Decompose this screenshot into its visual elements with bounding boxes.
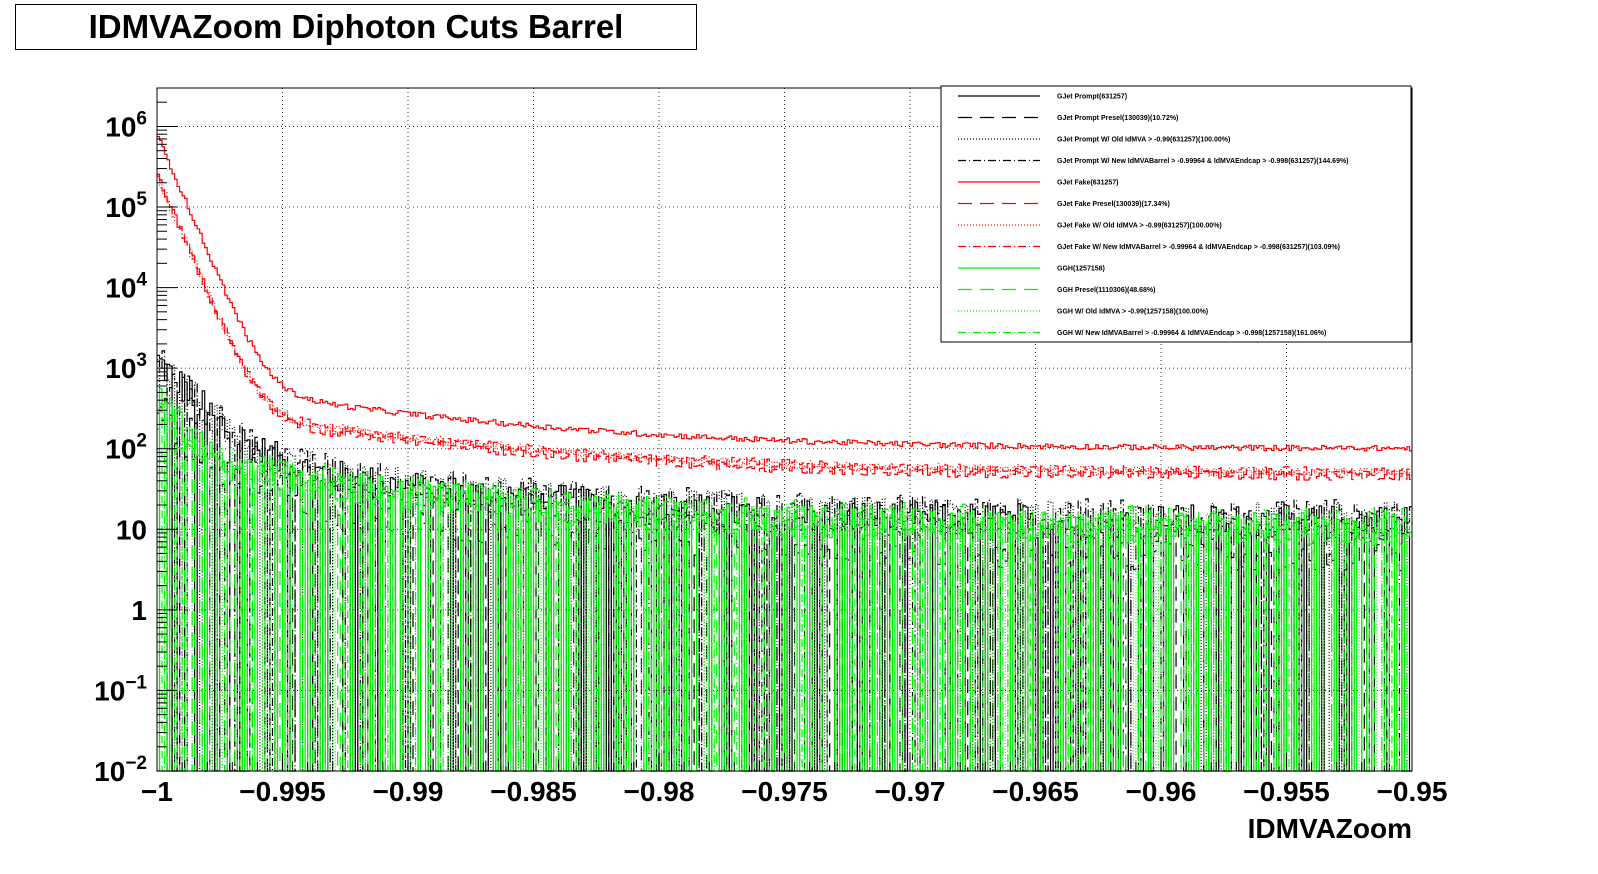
series-line <box>157 388 1412 772</box>
legend-entry-label: GGH(1257158) <box>1057 266 1105 273</box>
series-line <box>157 173 1412 477</box>
y-tick-label: 103 <box>105 350 147 384</box>
legend-entry-label: GJet Prompt Presel(130039)(10.72%) <box>1057 115 1178 122</box>
x-tick-label: −0.995 <box>239 776 325 807</box>
x-tick-label: −0.96 <box>1126 776 1197 807</box>
legend: GJet Prompt(631257) GJet Prompt Presel(13… <box>940 85 1412 343</box>
x-tick-label: −1 <box>141 776 173 807</box>
series-line <box>157 135 1412 452</box>
x-axis-title: IDMVAZoom <box>1248 813 1412 844</box>
y-tick-label: 10 <box>116 514 147 545</box>
series-line <box>157 175 1412 476</box>
legend-entry-label: GJet Fake Presel(130039)(17.34%) <box>1057 201 1170 208</box>
legend-entry-label: GGH W/ New IdMVABarrel > -0.99964 & IdMV… <box>1057 330 1326 337</box>
y-tick-label: 104 <box>105 270 147 304</box>
legend-entry-label: GGH W/ Old IdMVA > -0.99(1257158)(100.00… <box>1057 309 1208 316</box>
y-tick-label: 106 <box>105 108 147 142</box>
x-axis: −1 −0.995 −0.99 −0.985 −0.98 −0.975 −0.97 −0.96… <box>141 753 1447 807</box>
legend-entry-label: GJet Prompt(631257) <box>1057 94 1127 101</box>
x-tick-label: −0.975 <box>741 776 827 807</box>
x-tick-label: −0.985 <box>490 776 576 807</box>
x-tick-label: −0.95 <box>1377 776 1448 807</box>
y-tick-label: 102 <box>105 431 147 465</box>
legend-entry-label: GJet Fake(631257) <box>1057 180 1118 187</box>
legend-entry-label: GGH Presel(1110306)(48.68%) <box>1057 287 1155 294</box>
y-tick-label: 1 <box>131 595 147 626</box>
series-group <box>157 135 1412 772</box>
chart-title: IDMVAZoom Diphoton Cuts Barrel <box>88 8 624 45</box>
legend-entry-label: GJet Prompt W/ New IdMVABarrel > -0.9996… <box>1057 158 1349 165</box>
x-tick-label: −0.965 <box>992 776 1078 807</box>
legend-entry-label: GJet Fake W/ New IdMVABarrel > -0.99964 … <box>1057 244 1340 251</box>
legend-entry-label: GJet Fake W/ Old IdMVA > -0.99(631257)(1… <box>1057 223 1222 230</box>
y-tick-label: 10−1 <box>94 672 147 706</box>
x-tick-label: −0.99 <box>373 776 444 807</box>
legend-entry-label: GJet Prompt W/ Old IdMVA > -0.99(631257)… <box>1057 137 1230 144</box>
x-tick-label: −0.955 <box>1243 776 1329 807</box>
x-tick-label: −0.97 <box>875 776 946 807</box>
legend-box <box>940 85 1412 343</box>
title-box: IDMVAZoom Diphoton Cuts Barrel <box>15 4 697 50</box>
y-tick-label: 10−2 <box>94 753 147 787</box>
x-tick-label: −0.98 <box>624 776 695 807</box>
y-tick-label: 105 <box>105 189 147 223</box>
